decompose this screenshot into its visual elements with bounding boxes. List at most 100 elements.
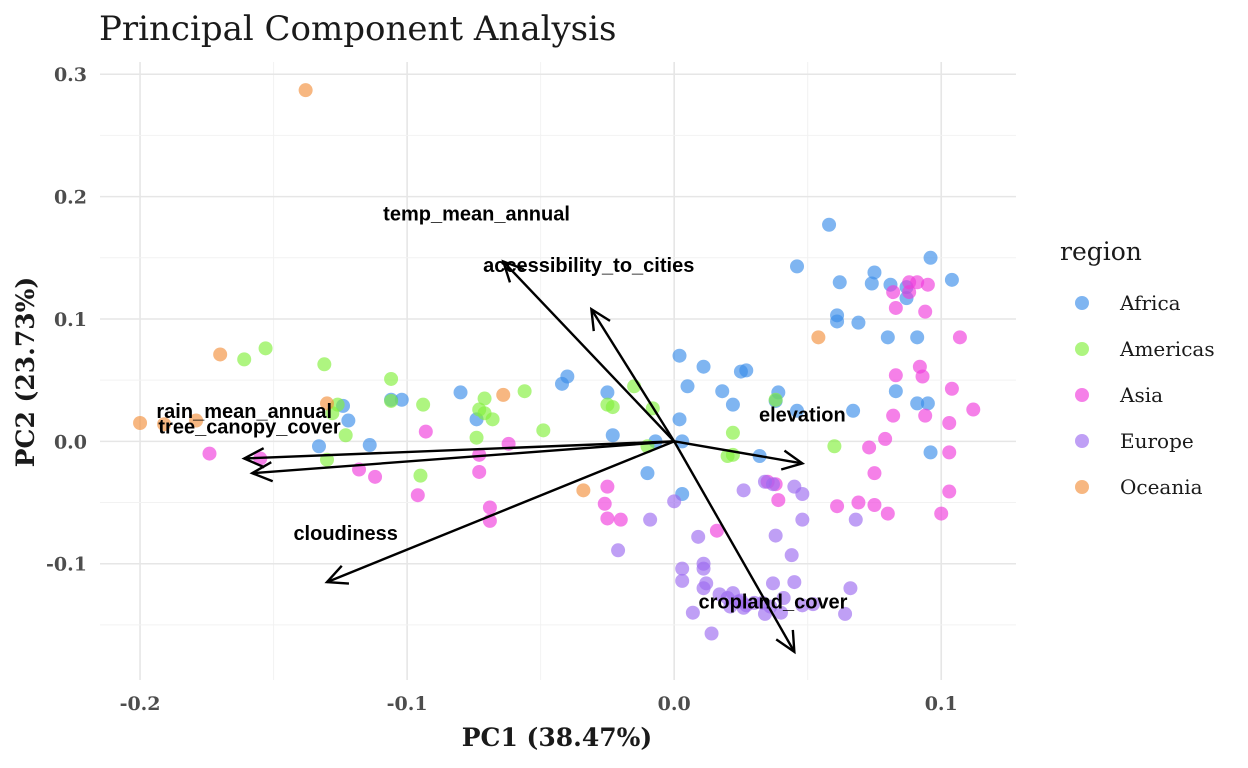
- point-europe: [675, 561, 690, 576]
- loading-arrow: [673, 440, 796, 653]
- point-asia: [600, 511, 615, 526]
- point-europe: [843, 581, 858, 596]
- loading-arrowhead: [589, 306, 611, 332]
- point-americas: [413, 468, 428, 483]
- point-europe: [667, 494, 682, 509]
- point-africa: [880, 330, 895, 345]
- point-oceania: [157, 417, 172, 432]
- point-africa: [739, 363, 754, 378]
- point-asia: [613, 512, 628, 527]
- y-axis-title: PC2 (23.73%): [11, 277, 40, 468]
- point-asia: [966, 402, 981, 417]
- point-asia: [886, 285, 901, 300]
- point-asia: [910, 275, 925, 290]
- point-africa: [680, 379, 695, 394]
- point-africa: [605, 428, 620, 443]
- point-africa: [910, 396, 925, 411]
- point-asia: [472, 464, 487, 479]
- point-americas: [725, 425, 740, 440]
- point-africa: [725, 397, 740, 412]
- point-asia: [952, 330, 967, 345]
- point-asia: [888, 300, 903, 315]
- loading-arrowhead: [780, 449, 806, 471]
- y-tick-label: 0.0: [54, 431, 87, 453]
- loading-arrowhead: [241, 447, 265, 469]
- loading-labels: temp_mean_annual accessibility_to_citiese…: [156, 204, 847, 614]
- point-europe: [699, 576, 714, 591]
- point-europe: [838, 606, 853, 621]
- point-africa: [555, 376, 570, 391]
- point-asia: [851, 495, 866, 510]
- point-europe: [806, 597, 821, 612]
- loading-arrow: [252, 440, 675, 475]
- point-americas: [605, 400, 620, 415]
- point-oceania: [319, 396, 334, 411]
- point-asia: [942, 416, 957, 431]
- legend-key: [1075, 296, 1089, 310]
- point-africa: [311, 439, 326, 454]
- point-africa: [864, 276, 879, 291]
- point-europe: [691, 529, 706, 544]
- y-tick-label: 0.3: [54, 64, 87, 86]
- point-americas: [536, 423, 551, 438]
- point-asia: [368, 469, 383, 484]
- point-europe: [643, 512, 658, 527]
- point-africa: [920, 396, 935, 411]
- point-asia: [867, 498, 882, 513]
- point-asia: [472, 447, 487, 462]
- legend-title: region: [1060, 237, 1142, 266]
- point-africa: [696, 359, 711, 374]
- loading-arrows: [241, 259, 806, 655]
- point-asia: [410, 488, 425, 503]
- point-asia: [915, 369, 930, 384]
- point-asia: [886, 408, 901, 423]
- point-americas: [477, 391, 492, 406]
- point-asia: [934, 506, 949, 521]
- loading-arrow: [590, 308, 676, 443]
- x-tick-label: 0.0: [658, 693, 691, 715]
- loading-label: cropland_cover: [699, 592, 848, 614]
- loading-label: elevation: [759, 404, 846, 426]
- y-tick-label: 0.1: [54, 309, 87, 331]
- point-asia: [482, 500, 497, 515]
- legend-key: [1075, 434, 1089, 448]
- point-asia: [202, 446, 217, 461]
- loading-arrowhead: [775, 629, 796, 655]
- point-asia: [878, 431, 893, 446]
- point-americas: [384, 393, 399, 408]
- y-tick-label: -0.1: [46, 554, 87, 576]
- point-europe: [784, 548, 799, 563]
- legend-label: Asia: [1119, 383, 1163, 407]
- point-oceania: [133, 416, 148, 431]
- point-europe: [765, 576, 780, 591]
- point-africa: [923, 250, 938, 265]
- point-americas: [416, 397, 431, 412]
- point-americas: [827, 439, 842, 454]
- point-americas: [237, 352, 252, 367]
- point-asia: [600, 479, 615, 494]
- point-asia: [862, 440, 877, 455]
- point-africa: [867, 265, 882, 280]
- loading-arrow: [673, 440, 803, 465]
- x-axis-ticks: -0.2 -0.1 0.0 0.1: [120, 693, 958, 715]
- point-oceania: [811, 330, 826, 345]
- chart-title: Principal Component Analysis: [99, 9, 616, 49]
- loading-arrow: [326, 440, 675, 584]
- grid: [100, 62, 1016, 680]
- x-tick-label: 0.1: [925, 693, 958, 715]
- point-africa: [832, 275, 847, 290]
- point-americas: [338, 428, 353, 443]
- point-africa: [715, 384, 730, 399]
- legend: region Africa Americas Asia Europe Oceania: [1060, 237, 1215, 499]
- point-europe: [795, 598, 810, 613]
- point-europe: [768, 528, 783, 543]
- legend-label: Oceania: [1120, 475, 1203, 499]
- point-oceania: [189, 413, 204, 428]
- loading-label: rain_mean_annual: [156, 401, 332, 423]
- point-europe: [765, 477, 780, 492]
- point-americas: [720, 449, 735, 464]
- point-europe: [736, 600, 751, 615]
- point-asia: [709, 523, 724, 538]
- point-africa: [910, 330, 925, 345]
- point-africa: [790, 403, 805, 418]
